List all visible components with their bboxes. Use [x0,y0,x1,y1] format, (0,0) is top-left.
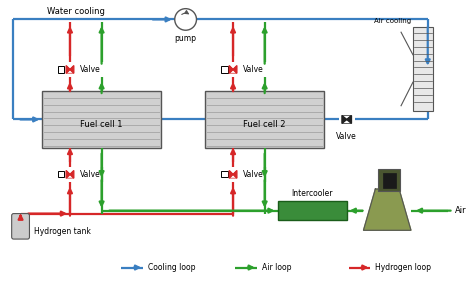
Text: Valve: Valve [243,170,264,179]
Bar [221,66,228,73]
Bar [58,66,64,73]
Polygon shape [66,66,70,73]
Bar [277,201,346,221]
Text: Air cooling: Air cooling [374,18,411,24]
Bar [378,170,400,191]
Polygon shape [364,189,411,230]
Text: Intercooler: Intercooler [292,189,333,198]
Polygon shape [229,171,233,178]
Bar [58,171,64,178]
Circle shape [175,9,197,30]
Text: Hydrogen tank: Hydrogen tank [35,227,91,236]
Polygon shape [66,171,70,178]
Polygon shape [70,66,74,73]
Bar [221,171,228,178]
FancyBboxPatch shape [12,213,29,239]
Text: Air: Air [456,206,467,215]
Text: Fuel cell 2: Fuel cell 2 [244,120,286,129]
Bar [383,173,396,188]
Bar [413,27,433,111]
Text: Valve: Valve [337,132,357,141]
Polygon shape [229,66,233,73]
Text: Valve: Valve [80,170,100,179]
Polygon shape [233,66,237,73]
Text: Hydrogen loop: Hydrogen loop [375,263,431,272]
Text: Valve: Valve [80,65,100,74]
Polygon shape [233,171,237,178]
Text: Valve: Valve [243,65,264,74]
Polygon shape [346,115,351,123]
Polygon shape [70,171,74,178]
Text: Air loop: Air loop [262,263,291,272]
Polygon shape [342,115,346,123]
Bar [42,91,161,148]
Bar [205,91,324,148]
Text: Fuel cell 1: Fuel cell 1 [81,120,123,129]
Text: Cooling loop: Cooling loop [148,263,196,272]
Text: pump: pump [174,34,197,43]
Text: Water cooling: Water cooling [47,7,105,15]
